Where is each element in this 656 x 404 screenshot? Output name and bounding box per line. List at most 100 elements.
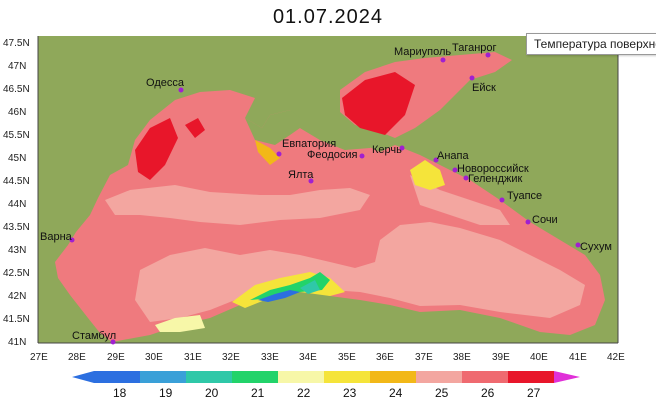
lon-label: 32E	[222, 352, 240, 363]
yellow-zone-kerch	[410, 160, 445, 190]
city-dot[interactable]	[69, 237, 75, 243]
city-label-sukhum: Сухум	[580, 241, 612, 253]
city-dot[interactable]	[433, 157, 439, 163]
lon-label: 35E	[338, 352, 356, 363]
longitude-axis: 27E 28E 29E 30E 31E 32E 33E 34E 35E 36E …	[30, 352, 625, 363]
lon-label: 36E	[376, 352, 394, 363]
lat-label: 43.5N	[3, 222, 30, 233]
city-label-kerch: Керчь	[372, 144, 402, 156]
warm-zone-azov	[342, 72, 415, 135]
legend-label: 18	[113, 386, 127, 400]
city-dot[interactable]	[469, 75, 475, 81]
latitude-axis: 47.5N 47N 46.5N 46N 45.5N 45N 44.5N 44N …	[3, 38, 30, 348]
legend-swatch	[140, 371, 186, 383]
city-dot[interactable]	[359, 153, 365, 159]
city-dot[interactable]	[110, 339, 116, 345]
city-label-yeysk: Ейск	[472, 82, 496, 94]
city-dot[interactable]	[499, 197, 505, 203]
lon-label: 42E	[607, 352, 625, 363]
city-label-tuapse: Туапсе	[507, 190, 542, 202]
lat-label: 41.5N	[3, 314, 30, 325]
cold-zone-teal	[300, 280, 320, 294]
lon-label: 31E	[184, 352, 202, 363]
lon-label: 27E	[30, 352, 48, 363]
warm-zone-nw2	[185, 118, 205, 138]
lon-label: 41E	[569, 352, 587, 363]
city-dot[interactable]	[452, 167, 458, 173]
legend-label: 26	[481, 386, 495, 400]
cool-belt-west	[105, 185, 370, 225]
lat-label: 46.5N	[3, 84, 30, 95]
legend-label: 25	[435, 386, 449, 400]
city-dot[interactable]	[463, 175, 469, 181]
city-dot[interactable]	[178, 87, 184, 93]
city-markers: Одесса Мариуполь Таганрог Ейск Евпатория…	[40, 42, 612, 345]
lat-label: 44.5N	[3, 176, 30, 187]
lat-label: 42N	[8, 291, 26, 302]
orange-zone-crimea	[255, 140, 280, 165]
city-label-anapa: Анапа	[437, 150, 469, 162]
city-label-istanbul: Стамбул	[72, 330, 116, 342]
legend-label: 23	[343, 386, 357, 400]
lon-label: 37E	[415, 352, 433, 363]
city-label-yalta: Ялта	[288, 169, 314, 181]
lon-label: 39E	[492, 352, 510, 363]
cold-zone-core	[258, 290, 300, 302]
city-label-mariupol: Мариуполь	[394, 46, 451, 58]
lon-label: 29E	[107, 352, 125, 363]
city-dot[interactable]	[575, 242, 581, 248]
legend-label: 21	[251, 386, 265, 400]
legend-swatch	[370, 371, 416, 383]
legend-label: 22	[297, 386, 311, 400]
map-tooltip: Температура поверхности	[526, 33, 656, 55]
legend-swatch	[416, 371, 462, 383]
legend-label: 19	[159, 386, 173, 400]
lat-label: 41N	[8, 337, 26, 348]
lon-label: 38E	[453, 352, 471, 363]
city-label-varna: Варна	[40, 231, 73, 243]
legend-arrow-right	[554, 371, 580, 383]
lat-label: 43N	[8, 245, 26, 256]
city-label-sochi: Сочи	[532, 214, 558, 226]
legend-arrow-left	[72, 371, 94, 383]
city-label-novorossiysk: Новороссийск	[457, 163, 529, 175]
temperature-legend: 18 19 20 21 22 23 24 25 26 27	[72, 371, 580, 400]
lat-label: 44N	[8, 199, 26, 210]
city-dot[interactable]	[525, 219, 531, 225]
city-label-gelendzhik: Геленджик	[468, 173, 523, 185]
city-dot[interactable]	[485, 52, 491, 58]
city-dot[interactable]	[308, 178, 314, 184]
lon-label: 33E	[261, 352, 279, 363]
lat-label: 45.5N	[3, 130, 30, 141]
warm-zone-nw	[135, 118, 178, 180]
legend-swatch	[232, 371, 278, 383]
legend-swatch	[462, 371, 508, 383]
lon-label: 40E	[530, 352, 548, 363]
city-label-odessa: Одесса	[146, 77, 185, 89]
legend-label: 20	[205, 386, 219, 400]
lat-label: 42.5N	[3, 268, 30, 279]
lat-label: 45N	[8, 153, 26, 164]
legend-swatch	[508, 371, 554, 383]
lat-label: 46N	[8, 107, 26, 118]
legend-label: 24	[389, 386, 403, 400]
legend-swatch	[94, 371, 140, 383]
city-dot[interactable]	[440, 57, 446, 63]
legend-label: 27	[527, 386, 541, 400]
legend-swatch	[278, 371, 324, 383]
lat-label: 47N	[8, 61, 26, 72]
city-dot[interactable]	[399, 145, 405, 151]
lon-label: 30E	[145, 352, 163, 363]
city-label-evpatoria: Евпатория	[282, 138, 336, 150]
map-date-title: 01.07.2024	[272, 6, 384, 28]
lat-label: 47.5N	[3, 38, 30, 49]
legend-swatch	[186, 371, 232, 383]
cold-zone-sinop	[250, 272, 330, 300]
city-label-feodosia: Феодосия	[307, 149, 358, 161]
lon-label: 28E	[68, 352, 86, 363]
city-label-taganrog: Таганрог	[452, 42, 497, 54]
lon-label: 34E	[299, 352, 317, 363]
legend-swatch	[324, 371, 370, 383]
city-dot[interactable]	[276, 151, 282, 157]
